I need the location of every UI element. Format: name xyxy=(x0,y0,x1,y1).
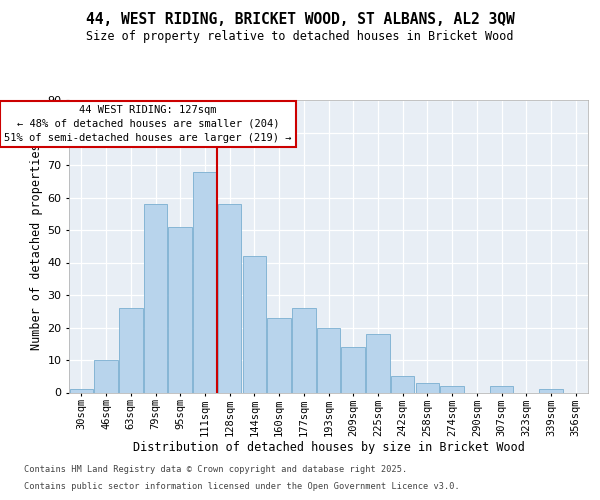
Bar xyxy=(144,204,167,392)
Bar xyxy=(416,383,439,392)
Text: Size of property relative to detached houses in Bricket Wood: Size of property relative to detached ho… xyxy=(86,30,514,43)
Bar xyxy=(440,386,464,392)
Bar xyxy=(119,308,143,392)
Bar xyxy=(366,334,389,392)
Text: 44, WEST RIDING, BRICKET WOOD, ST ALBANS, AL2 3QW: 44, WEST RIDING, BRICKET WOOD, ST ALBANS… xyxy=(86,12,514,28)
Bar xyxy=(218,204,241,392)
Bar xyxy=(292,308,316,392)
Bar xyxy=(94,360,118,392)
Text: Contains HM Land Registry data © Crown copyright and database right 2025.: Contains HM Land Registry data © Crown c… xyxy=(24,465,407,474)
Bar xyxy=(539,389,563,392)
Bar xyxy=(341,347,365,393)
Bar xyxy=(193,172,217,392)
Bar xyxy=(169,227,192,392)
Bar xyxy=(317,328,340,392)
Text: Contains public sector information licensed under the Open Government Licence v3: Contains public sector information licen… xyxy=(24,482,460,491)
X-axis label: Distribution of detached houses by size in Bricket Wood: Distribution of detached houses by size … xyxy=(133,441,524,454)
Bar xyxy=(268,318,291,392)
Y-axis label: Number of detached properties: Number of detached properties xyxy=(30,143,43,350)
Bar xyxy=(242,256,266,392)
Bar xyxy=(391,376,415,392)
Bar xyxy=(490,386,513,392)
Text: 44 WEST RIDING: 127sqm
← 48% of detached houses are smaller (204)
51% of semi-de: 44 WEST RIDING: 127sqm ← 48% of detached… xyxy=(4,105,292,143)
Bar xyxy=(70,389,93,392)
